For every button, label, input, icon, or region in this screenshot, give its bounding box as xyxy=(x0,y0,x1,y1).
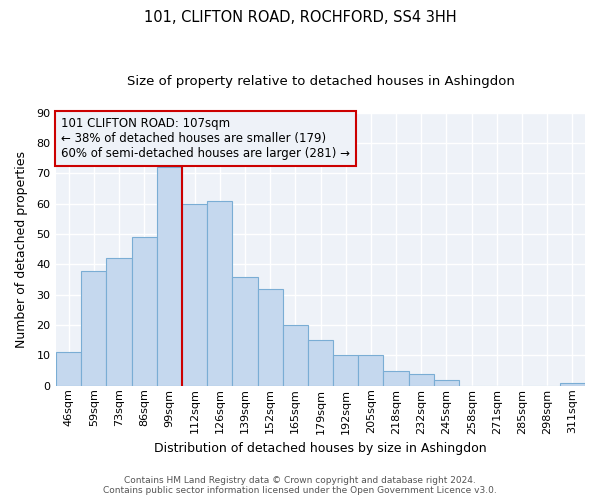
Bar xyxy=(106,258,131,386)
Bar xyxy=(56,352,81,386)
Text: 101, CLIFTON ROAD, ROCHFORD, SS4 3HH: 101, CLIFTON ROAD, ROCHFORD, SS4 3HH xyxy=(143,10,457,25)
Bar xyxy=(232,276,257,386)
Text: Contains HM Land Registry data © Crown copyright and database right 2024.
Contai: Contains HM Land Registry data © Crown c… xyxy=(103,476,497,495)
Bar xyxy=(283,325,308,386)
Y-axis label: Number of detached properties: Number of detached properties xyxy=(15,151,28,348)
Bar xyxy=(358,356,383,386)
Bar xyxy=(434,380,459,386)
Title: Size of property relative to detached houses in Ashingdon: Size of property relative to detached ho… xyxy=(127,75,514,88)
Bar xyxy=(207,200,232,386)
Bar xyxy=(257,288,283,386)
X-axis label: Distribution of detached houses by size in Ashingdon: Distribution of detached houses by size … xyxy=(154,442,487,455)
Bar xyxy=(182,204,207,386)
Bar xyxy=(157,168,182,386)
Bar xyxy=(383,370,409,386)
Bar xyxy=(333,356,358,386)
Text: 101 CLIFTON ROAD: 107sqm
← 38% of detached houses are smaller (179)
60% of semi-: 101 CLIFTON ROAD: 107sqm ← 38% of detach… xyxy=(61,117,350,160)
Bar xyxy=(81,270,106,386)
Bar xyxy=(409,374,434,386)
Bar xyxy=(308,340,333,386)
Bar xyxy=(131,237,157,386)
Bar xyxy=(560,382,585,386)
